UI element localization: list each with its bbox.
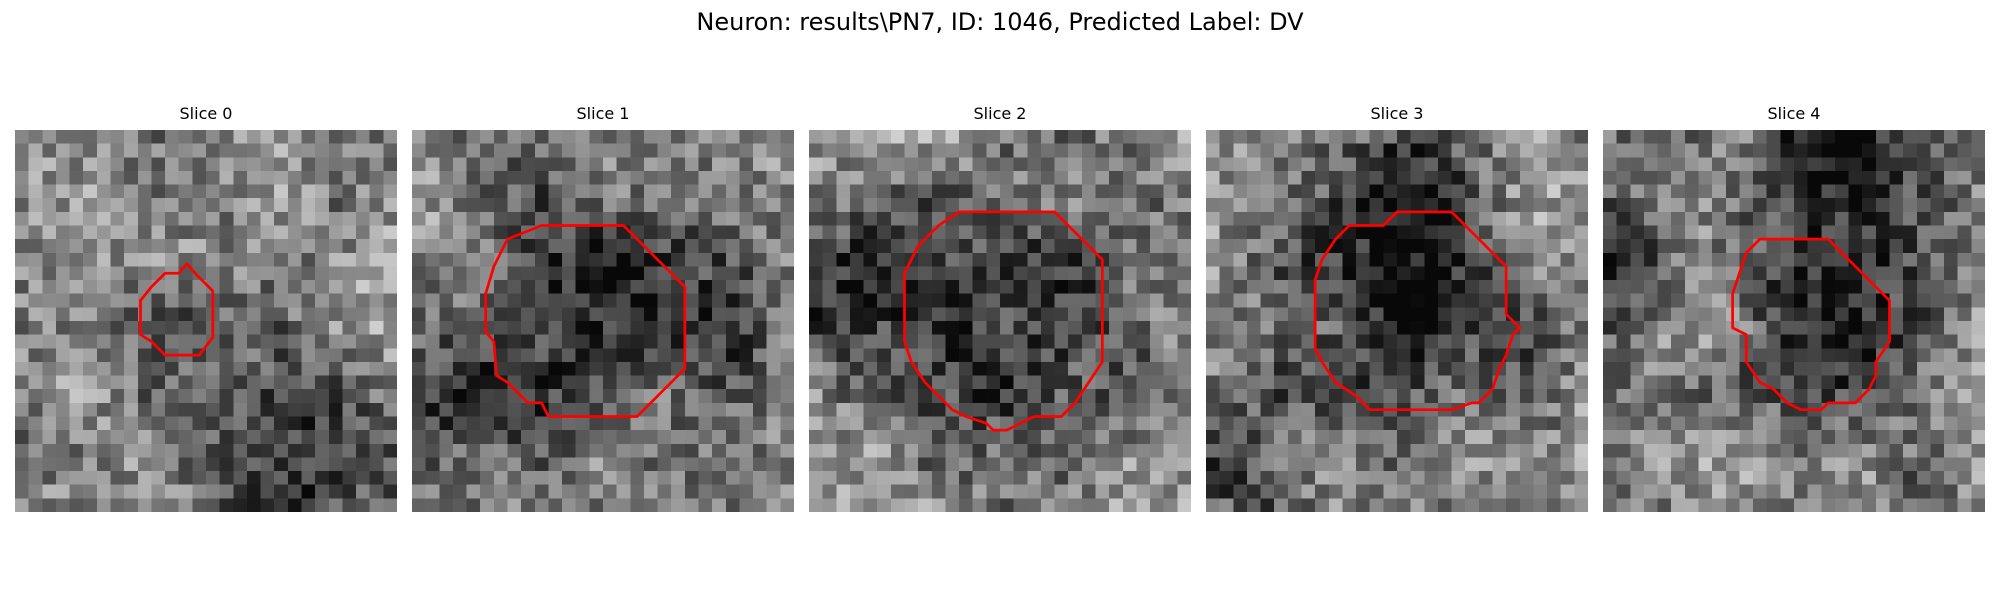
slice-title-1: Slice 1: [576, 104, 630, 123]
grayscale-slice-2: [809, 130, 1191, 512]
contour-svg-1: [484, 224, 687, 418]
segmentation-contour-2: [903, 210, 1104, 432]
contour-svg-4: [1731, 237, 1891, 412]
slice-image-3: [1206, 130, 1588, 512]
slice-image-1: [412, 130, 794, 512]
slice-panel-2: Slice 2: [809, 104, 1191, 512]
grayscale-slice-0: [15, 130, 397, 512]
slice-panel-1: Slice 1: [412, 104, 794, 512]
grayscale-slice-4: [1603, 130, 1985, 512]
slice-title-0: Slice 0: [179, 104, 233, 123]
slice-panel-0: Slice 0: [15, 104, 397, 512]
grayscale-slice-3: [1206, 130, 1588, 512]
slice-title-2: Slice 2: [973, 104, 1027, 123]
slice-image-4: [1603, 130, 1985, 512]
segmentation-contour-1: [484, 224, 687, 418]
segmentation-contour-3: [1313, 210, 1522, 412]
contour-svg-3: [1313, 210, 1522, 412]
slice-image-2: [809, 130, 1191, 512]
segmentation-contour-4: [1731, 237, 1891, 412]
slice-image-0: [15, 130, 397, 512]
figure-title: Neuron: results\PN7, ID: 1046, Predicted…: [696, 8, 1304, 36]
slice-panel-3: Slice 3: [1206, 104, 1588, 512]
segmentation-contour-0: [139, 262, 215, 357]
slice-title-3: Slice 3: [1370, 104, 1424, 123]
grayscale-slice-1: [412, 130, 794, 512]
slice-title-4: Slice 4: [1767, 104, 1821, 123]
slice-panel-4: Slice 4: [1603, 104, 1985, 512]
contour-svg-0: [139, 262, 215, 357]
contour-svg-2: [903, 210, 1104, 432]
